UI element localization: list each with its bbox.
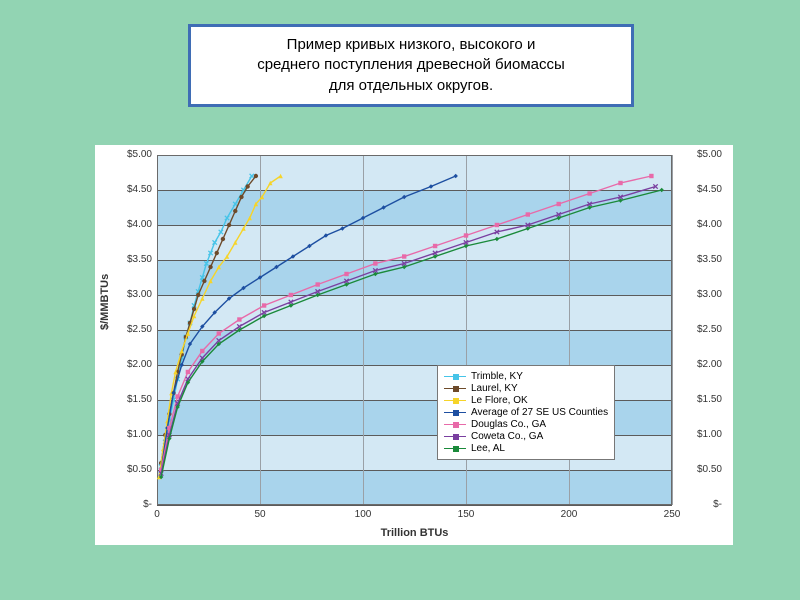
- legend-label: Trimble, KY: [471, 371, 523, 382]
- v-gridline: [672, 155, 673, 505]
- legend-swatch: [444, 412, 466, 413]
- legend: Trimble, KYLaurel, KYLe Flore, OKAverage…: [437, 365, 615, 460]
- y-tick-left: $0.50: [97, 464, 152, 475]
- x-tick: 0: [154, 509, 160, 520]
- legend-row: Trimble, KY: [444, 371, 608, 382]
- y-tick-left: $3.50: [97, 254, 152, 265]
- title-line-3: для отдельных округов.: [329, 77, 493, 94]
- legend-row: Laurel, KY: [444, 383, 608, 394]
- x-tick: 50: [254, 509, 265, 520]
- legend-label: Douglas Co., GA: [471, 419, 546, 430]
- chart-container: $- $- $0.50 $0.50 $1.00 $1.00 $1.50 $1.50 $2.00 $…: [95, 145, 733, 545]
- legend-swatch: [444, 388, 466, 389]
- y-tick-right: $1.00: [677, 429, 722, 440]
- title-line-1: Пример кривых низкого, высокого и: [287, 36, 536, 53]
- legend-label: Laurel, KY: [471, 383, 518, 394]
- y-tick-right: $1.50: [677, 394, 722, 405]
- y-tick-right: $3.00: [677, 289, 722, 300]
- legend-label: Coweta Co., GA: [471, 431, 543, 442]
- legend-row: Coweta Co., GA: [444, 431, 608, 442]
- x-tick: 150: [458, 509, 475, 520]
- y-tick-right: $4.50: [677, 184, 722, 195]
- h-gridline: [157, 505, 672, 506]
- y-tick-left: $1.00: [97, 429, 152, 440]
- x-tick: 250: [664, 509, 681, 520]
- y-tick-right: $4.00: [677, 219, 722, 230]
- legend-row: Douglas Co., GA: [444, 419, 608, 430]
- y-tick-left: $4.50: [97, 184, 152, 195]
- x-tick: 200: [561, 509, 578, 520]
- legend-swatch: [444, 436, 466, 437]
- series-line: [161, 176, 456, 470]
- legend-label: Lee, AL: [471, 443, 505, 454]
- y-tick-right: $2.50: [677, 324, 722, 335]
- y-tick-left: $1.50: [97, 394, 152, 405]
- y-tick-left: $5.00: [97, 149, 152, 160]
- x-axis-label: Trillion BTUs: [381, 527, 449, 539]
- legend-swatch: [444, 424, 466, 425]
- legend-row: Lee, AL: [444, 443, 608, 454]
- legend-swatch: [444, 400, 466, 401]
- legend-label: Average of 27 SE US Counties: [471, 407, 608, 418]
- legend-row: Average of 27 SE US Counties: [444, 407, 608, 418]
- y-tick-left: $-: [97, 499, 152, 510]
- x-tick: 100: [355, 509, 372, 520]
- y-axis-label: $/MMBTUs: [99, 274, 111, 330]
- legend-label: Le Flore, OK: [471, 395, 528, 406]
- series-line: [159, 176, 281, 477]
- legend-swatch: [444, 448, 466, 449]
- y-tick-right: $2.00: [677, 359, 722, 370]
- y-tick-right: $0.50: [677, 464, 722, 475]
- y-tick-right: $5.00: [677, 149, 722, 160]
- y-tick-left: $4.00: [97, 219, 152, 230]
- plot-area: $-$-$0.50$0.50$1.00$1.00$1.50$1.50$2.00$…: [157, 155, 672, 505]
- y-tick-left: $2.00: [97, 359, 152, 370]
- title-line-2: среднего поступления древесной биомассы: [257, 56, 565, 73]
- legend-swatch: [444, 376, 466, 377]
- title-box: Пример кривых низкого, высокого и средне…: [188, 24, 634, 107]
- y-tick-right: $3.50: [677, 254, 722, 265]
- y-tick-right: $-: [677, 499, 722, 510]
- legend-row: Le Flore, OK: [444, 395, 608, 406]
